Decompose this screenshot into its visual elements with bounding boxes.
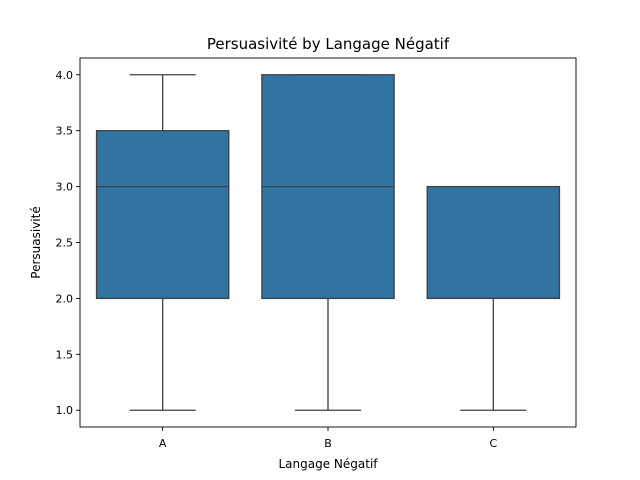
y-tick-label: 3.5 (56, 125, 74, 138)
y-tick-label: 1.5 (56, 348, 74, 361)
x-axis-label: Langage Négatif (278, 457, 378, 471)
x-tick-label: A (159, 437, 167, 450)
y-axis-ticks: 1.0 1.5 2.0 2.5 3.0 3.5 4.0 (56, 69, 80, 417)
box-body (95, 130, 230, 300)
y-tick-label: 4.0 (56, 69, 74, 82)
x-tick-label: B (324, 437, 332, 450)
box-B (261, 74, 395, 411)
plot-area (95, 74, 561, 411)
y-axis-label: Persuasivité (29, 206, 43, 278)
x-axis-ticks: A B C (159, 427, 497, 450)
box-A (95, 74, 230, 411)
y-tick-label: 3.0 (56, 181, 74, 194)
chart-title: Persuasivité by Langage Négatif (207, 35, 450, 53)
axes-frame (79, 57, 577, 428)
box-C (426, 185, 561, 411)
y-tick-label: 2.0 (56, 292, 74, 305)
box-body (426, 185, 561, 300)
y-tick-label: 2.5 (56, 237, 74, 250)
x-tick-label: C (489, 437, 497, 450)
y-tick-label: 1.0 (56, 404, 74, 417)
